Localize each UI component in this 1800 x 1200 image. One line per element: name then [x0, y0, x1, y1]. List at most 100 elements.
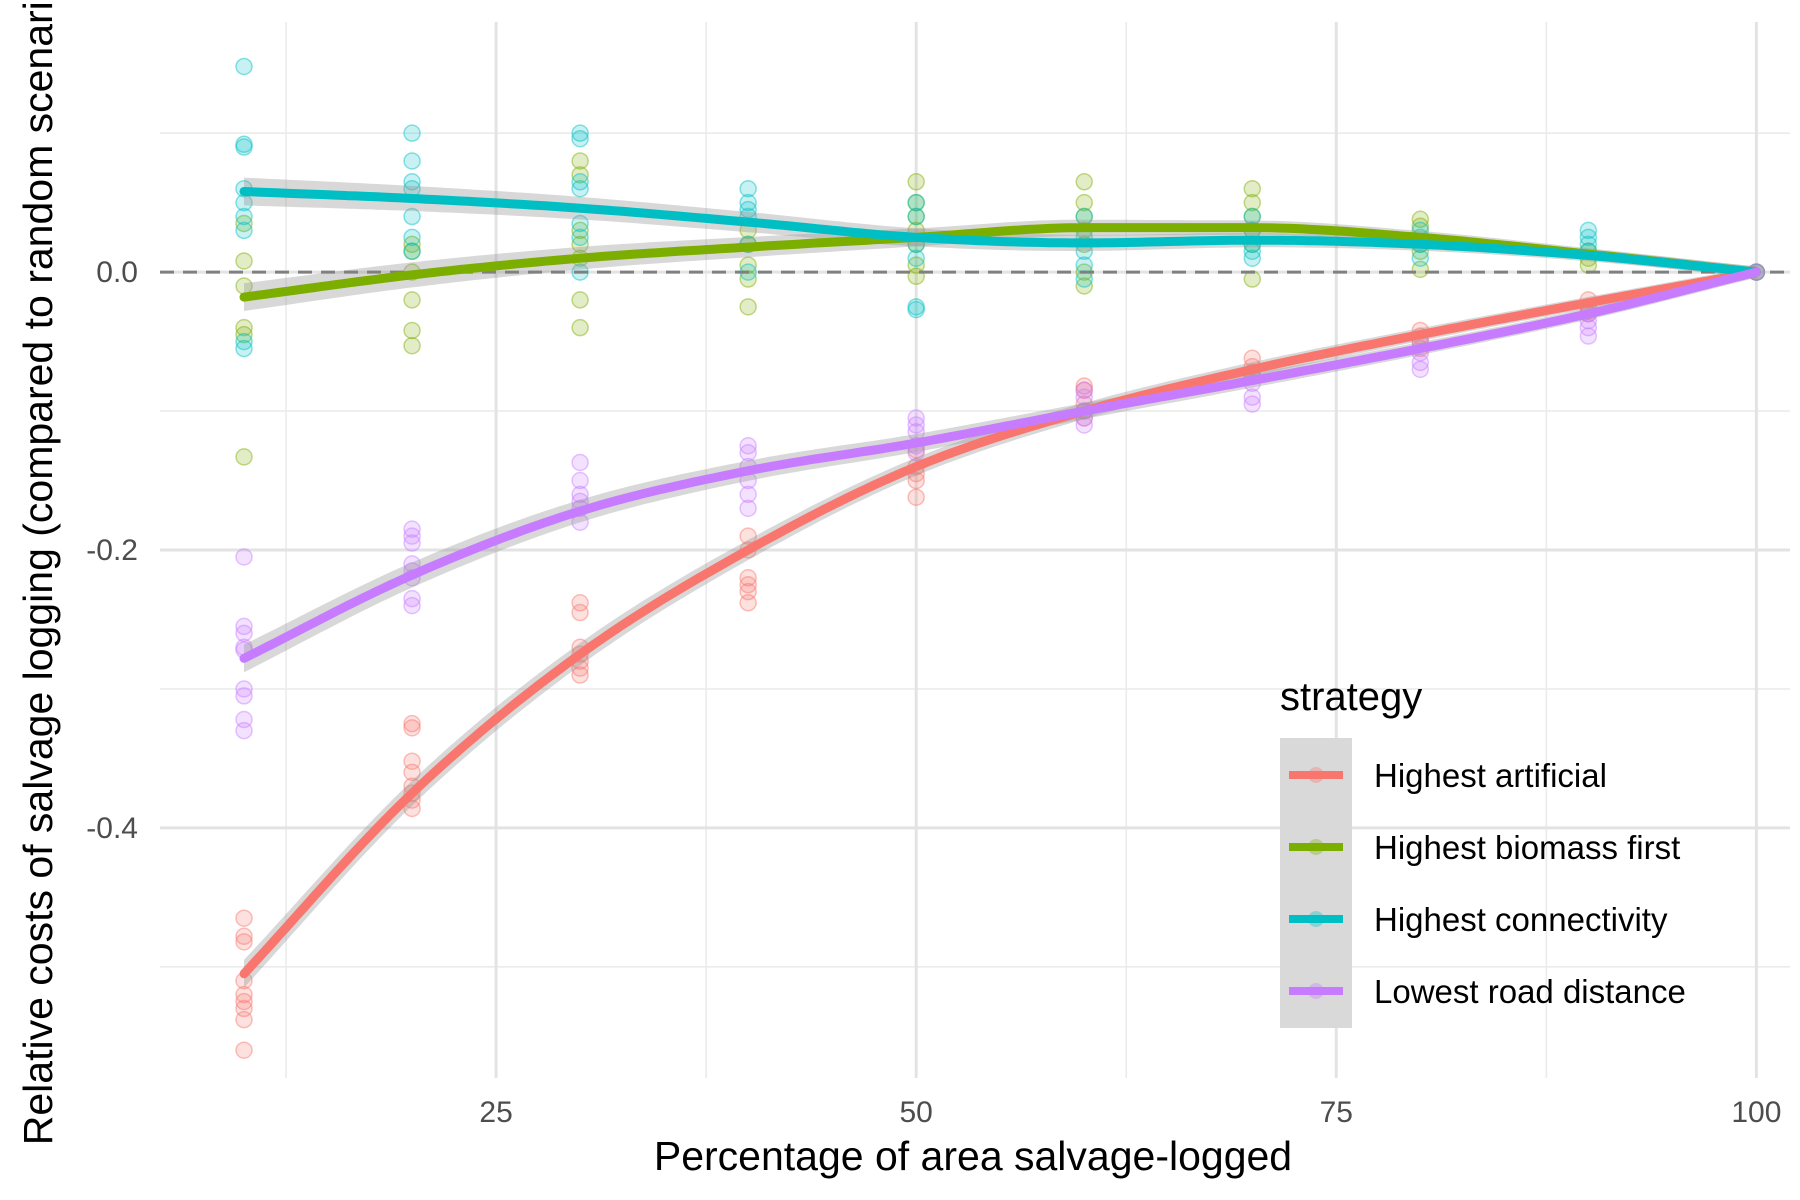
point-s0-24 — [739, 527, 757, 545]
y-tick-label-2: -0.4 — [86, 812, 138, 845]
point-s2-24 — [739, 193, 757, 212]
legend-key-background — [1280, 738, 1352, 1028]
point-s2-0 — [235, 57, 253, 76]
point-s3-42 — [1243, 395, 1262, 413]
point-s3-5 — [235, 680, 253, 698]
point-s2-23 — [739, 179, 757, 198]
point-s2-1 — [235, 135, 253, 154]
point-s3-16 — [403, 596, 421, 615]
point-s2-49 — [1579, 221, 1598, 240]
point-s2-50 — [1579, 228, 1598, 247]
point-s0-11 — [403, 752, 421, 770]
point-s1-17 — [571, 291, 589, 309]
point-s0-2 — [235, 933, 253, 951]
point-s1-15 — [571, 235, 589, 254]
point-s3-35 — [1075, 388, 1093, 406]
point-s3-24 — [739, 443, 757, 462]
point-s2-18 — [571, 173, 589, 191]
point-s2-44 — [1243, 249, 1262, 267]
point-s3-8 — [235, 721, 253, 740]
point-s2-30 — [907, 207, 925, 226]
point-s0-16 — [403, 799, 421, 818]
point-s1-25 — [907, 193, 925, 212]
legend-label-2: Highest connectivity — [1374, 901, 1668, 938]
point-s1-4 — [235, 325, 253, 344]
y-axis-title: Relative costs of salvage logging (compa… — [15, 0, 61, 1145]
point-s3-6 — [235, 687, 253, 705]
point-s2-25 — [739, 200, 757, 219]
point-s0-8 — [235, 1041, 253, 1059]
point-s0-33 — [907, 471, 925, 490]
point-s3-19 — [571, 485, 589, 504]
point-s0-28 — [739, 582, 757, 601]
point-s0-18 — [571, 603, 589, 622]
x-tick-label-2: 75 — [1320, 1096, 1353, 1129]
point-s1-14 — [571, 221, 589, 240]
point-s1-7 — [403, 242, 421, 261]
x-axis-ticks: 25 50 75 100 — [479, 1096, 1781, 1129]
point-s2-10 — [403, 152, 421, 170]
point-s1-0 — [235, 214, 253, 233]
x-tick-label-1: 50 — [899, 1096, 932, 1129]
point-s3-2 — [235, 624, 253, 643]
point-s0-1 — [235, 927, 253, 946]
point-s2-19 — [571, 179, 589, 198]
band-2 — [244, 177, 1757, 278]
legend-label-3: Lowest road distance — [1374, 973, 1686, 1010]
point-s1-24 — [907, 173, 925, 191]
point-s1-11 — [403, 336, 421, 355]
point-s3-0 — [235, 548, 253, 566]
x-tick-label-3: 100 — [1731, 1096, 1781, 1129]
point-s3-15 — [403, 589, 421, 608]
y-tick-label-0: 0.0 — [96, 256, 138, 289]
point-s0-22 — [571, 659, 589, 677]
x-tick-label-0: 25 — [479, 1096, 512, 1129]
point-s3-29 — [907, 409, 925, 427]
point-s3-1 — [235, 617, 253, 636]
point-s0-4 — [235, 985, 253, 1004]
point-s1-18 — [571, 318, 589, 337]
point-s1-5 — [235, 448, 253, 466]
line-2 — [239, 187, 1761, 277]
point-s3-50 — [1579, 327, 1598, 345]
point-s0-26 — [739, 569, 757, 587]
point-s0-5 — [235, 992, 253, 1011]
point-s3-38 — [1075, 416, 1093, 434]
point-s3-27 — [739, 485, 757, 504]
point-s2-16 — [571, 124, 589, 142]
point-s3-7 — [235, 710, 253, 729]
point-s1-39 — [1243, 193, 1262, 212]
point-s1-32 — [1075, 193, 1093, 212]
point-s2-34 — [907, 300, 925, 319]
point-s0-23 — [571, 666, 589, 684]
point-s0-17 — [571, 594, 589, 612]
point-s1-9 — [403, 291, 421, 309]
point-s3-49 — [1579, 318, 1598, 337]
point-s2-2 — [235, 138, 253, 156]
legend-label-0: Highest artificial — [1374, 757, 1607, 794]
point-s2-20 — [571, 214, 589, 233]
point-s3-34 — [1075, 381, 1093, 399]
point-s2-21 — [571, 228, 589, 247]
point-s2-17 — [571, 129, 589, 148]
point-s1-23 — [739, 298, 757, 316]
point-s3-23 — [739, 437, 757, 455]
legend-label-1: Highest biomass first — [1374, 829, 1680, 866]
point-s1-29 — [907, 256, 925, 274]
point-s2-8 — [235, 339, 253, 358]
point-s2-9 — [403, 124, 421, 142]
point-s0-27 — [739, 575, 757, 594]
point-s2-15 — [403, 242, 421, 261]
point-s3-41 — [1243, 388, 1262, 406]
point-s2-32 — [907, 249, 925, 267]
point-s1-10 — [403, 321, 421, 340]
smooth-lines — [239, 187, 1761, 979]
point-s3-10 — [403, 527, 421, 545]
point-s1-13 — [571, 166, 589, 184]
y-tick-label-1: -0.2 — [86, 534, 138, 567]
point-s0-7 — [235, 1010, 253, 1029]
point-s0-12 — [403, 763, 421, 782]
point-s2-48 — [1411, 249, 1430, 267]
point-s3-18 — [571, 471, 589, 490]
